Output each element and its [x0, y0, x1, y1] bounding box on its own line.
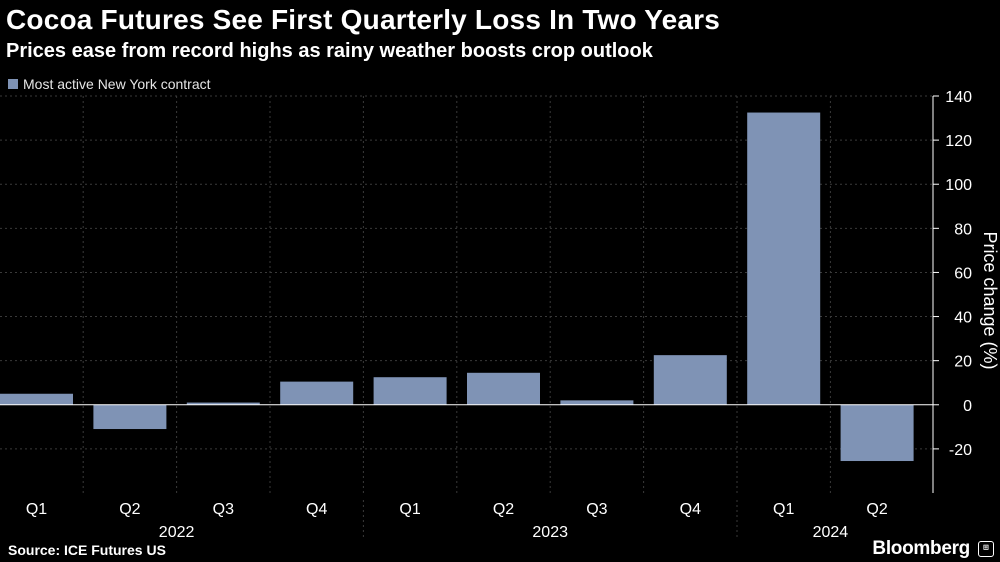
- bar: [467, 372, 540, 405]
- bar: [373, 377, 447, 405]
- bar: [280, 381, 354, 405]
- legend-label: Most active New York contract: [23, 76, 211, 92]
- x-tick-label: Q3: [213, 501, 234, 518]
- bar: [186, 402, 260, 405]
- bar: [0, 393, 73, 405]
- x-tick-label: Q2: [493, 501, 514, 518]
- x-tick-label: Q1: [26, 501, 47, 518]
- chart-title: Cocoa Futures See First Quarterly Loss I…: [6, 4, 721, 35]
- x-group-label: 2022: [159, 524, 195, 541]
- bloomberg-logo: Bloomberg: [872, 538, 970, 559]
- x-tick-label: Q4: [680, 501, 701, 518]
- x-tick-label: Q3: [586, 501, 607, 518]
- x-group-label: 2024: [813, 524, 849, 541]
- source-note: Source: ICE Futures US: [8, 542, 166, 558]
- bar: [560, 400, 634, 405]
- y-tick-label: 120: [945, 133, 972, 150]
- bar: [840, 404, 914, 462]
- x-tick-label: Q2: [866, 501, 887, 518]
- y-tick-label: 60: [954, 265, 972, 282]
- chart-subtitle: Prices ease from record highs as rainy w…: [6, 40, 653, 62]
- x-group-label: 2023: [532, 524, 568, 541]
- x-tick-label: Q4: [306, 501, 327, 518]
- y-tick-label: 20: [954, 354, 972, 371]
- x-tick-label: Q1: [399, 501, 420, 518]
- chart-badge-icon: ⊞: [978, 541, 994, 557]
- y-tick-label: 0: [963, 398, 972, 415]
- bar: [747, 112, 821, 405]
- x-tick-label: Q2: [119, 501, 140, 518]
- y-axis-title: Price change (%): [980, 231, 1000, 369]
- bar: [93, 404, 167, 430]
- y-tick-label: 100: [945, 177, 972, 194]
- legend: Most active New York contract: [8, 76, 211, 92]
- y-tick-label: 80: [954, 221, 972, 238]
- y-tick-label: 40: [954, 310, 972, 327]
- y-tick-label: -20: [949, 442, 972, 459]
- bar: [653, 355, 727, 405]
- x-tick-label: Q1: [773, 501, 794, 518]
- legend-swatch: [8, 79, 18, 89]
- y-tick-label: 140: [945, 89, 972, 106]
